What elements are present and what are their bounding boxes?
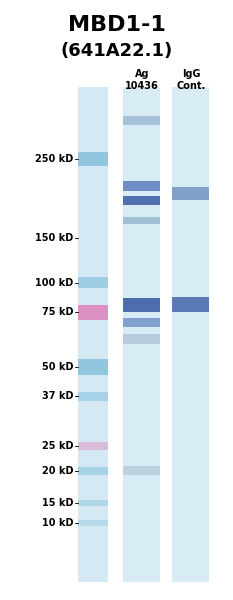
Bar <box>78 305 108 320</box>
Text: 250 kD: 250 kD <box>35 154 73 164</box>
Text: (641A22.1): (641A22.1) <box>60 42 173 60</box>
Bar <box>123 466 160 475</box>
Text: 10 kD: 10 kD <box>42 518 73 527</box>
Bar <box>123 116 160 125</box>
Text: Ag
10436: Ag 10436 <box>125 69 159 91</box>
Bar <box>78 277 108 288</box>
Text: 100 kD: 100 kD <box>35 278 73 287</box>
Bar <box>123 334 160 344</box>
Bar <box>123 298 160 312</box>
Text: 75 kD: 75 kD <box>42 307 73 317</box>
Text: 150 kD: 150 kD <box>35 233 73 243</box>
Bar <box>78 442 108 450</box>
Bar <box>78 520 108 526</box>
Bar <box>123 87 160 582</box>
Bar <box>78 152 108 166</box>
Bar <box>78 87 108 582</box>
Text: 37 kD: 37 kD <box>42 391 73 401</box>
Bar <box>78 359 108 374</box>
Bar <box>123 317 160 326</box>
Bar <box>172 298 209 312</box>
Bar <box>172 87 209 582</box>
Bar <box>123 181 160 191</box>
Bar <box>78 392 108 401</box>
Bar <box>172 187 209 200</box>
Bar <box>123 217 160 224</box>
Bar <box>123 196 160 205</box>
Text: MBD1-1: MBD1-1 <box>68 15 165 35</box>
Text: 25 kD: 25 kD <box>42 441 73 451</box>
Bar <box>78 500 108 506</box>
Text: 15 kD: 15 kD <box>42 498 73 508</box>
Text: IgG
Cont.: IgG Cont. <box>176 69 206 91</box>
Text: 50 kD: 50 kD <box>42 362 73 371</box>
Bar <box>78 467 108 475</box>
Text: 20 kD: 20 kD <box>42 466 73 476</box>
